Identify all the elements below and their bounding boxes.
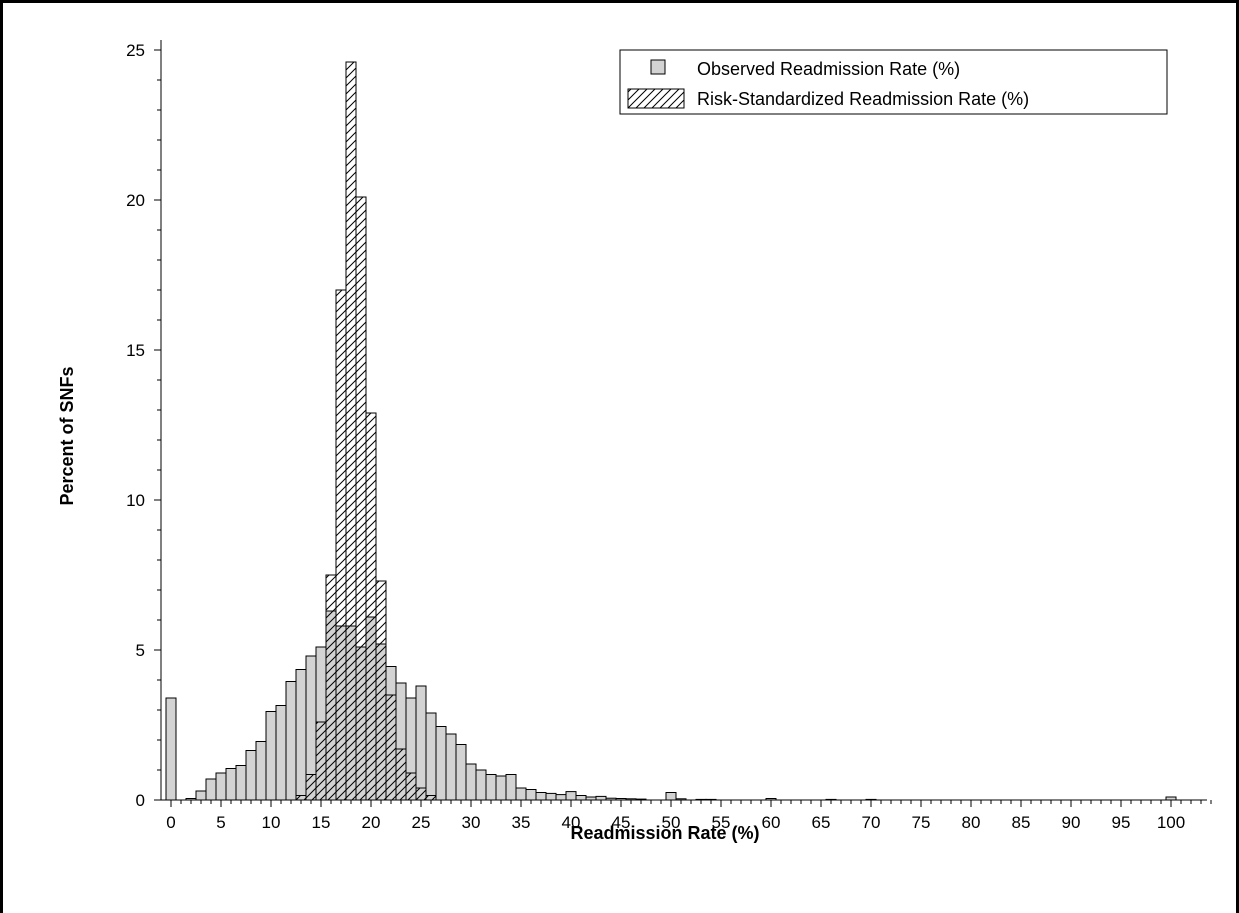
risk-standardized-series	[295, 61, 437, 801]
x-tick-label: 15	[312, 813, 331, 832]
risk-standardized-bar	[355, 196, 367, 801]
legend-swatch-observed	[650, 59, 666, 75]
observed-bar	[565, 791, 577, 801]
y-tick-label: 10	[126, 491, 145, 510]
x-tick-label: 70	[862, 813, 881, 832]
x-tick-label: 5	[216, 813, 225, 832]
observed-bar	[225, 768, 237, 801]
observed-bar	[515, 787, 527, 801]
observed-bar	[475, 769, 487, 801]
observed-bar	[485, 774, 497, 801]
observed-bar	[275, 705, 287, 801]
risk-standardized-bar	[375, 580, 387, 801]
risk-standardized-bar	[405, 772, 417, 801]
x-tick-label: 55	[712, 813, 731, 832]
y-tick-label: 20	[126, 191, 145, 210]
x-tick-label: 60	[762, 813, 781, 832]
x-tick-label: 75	[912, 813, 931, 832]
y-tick-label: 15	[126, 341, 145, 360]
observed-bar	[295, 669, 307, 801]
x-tick-label: 40	[562, 813, 581, 832]
observed-bar	[165, 697, 177, 801]
y-axis-title: Percent of SNFs	[57, 366, 77, 505]
observed-bar	[555, 794, 567, 801]
observed-bar	[425, 712, 437, 801]
risk-standardized-bar	[395, 748, 407, 801]
x-axis-title: Readmission Rate (%)	[570, 823, 759, 843]
legend-label-observed: Observed Readmission Rate (%)	[697, 59, 960, 79]
observed-bar	[525, 789, 537, 801]
y-axis-ticks: 0 5 10 15 20 25	[126, 41, 161, 810]
observed-bar	[465, 763, 477, 801]
observed-bar	[455, 744, 467, 801]
legend-label-risk: Risk-Standardized Readmission Rate (%)	[697, 89, 1029, 109]
x-tick-label: 80	[962, 813, 981, 832]
observed-bar	[535, 792, 547, 801]
risk-standardized-bar	[365, 412, 377, 801]
x-tick-label: 25	[412, 813, 431, 832]
observed-bar	[435, 726, 447, 801]
legend-box	[619, 49, 1168, 115]
risk-standardized-bar	[415, 787, 427, 801]
observed-bar	[215, 772, 227, 801]
x-tick-label: 50	[662, 813, 681, 832]
observed-bar	[545, 792, 557, 801]
observed-bar	[595, 795, 607, 801]
observed-bar	[235, 765, 247, 801]
risk-standardized-bar	[335, 289, 347, 801]
observed-bar	[665, 792, 677, 801]
x-tick-label: 90	[1062, 813, 1081, 832]
observed-bar	[415, 685, 427, 801]
risk-standardized-bar	[295, 795, 307, 801]
risk-standardized-bar	[345, 61, 357, 801]
observed-bar	[445, 733, 457, 801]
legend-swatch-risk	[627, 88, 685, 109]
y-tick-label: 5	[136, 641, 145, 660]
x-tick-label: 65	[812, 813, 831, 832]
x-tick-label: 85	[1012, 813, 1031, 832]
observed-bar	[255, 741, 267, 801]
observed-bar	[265, 711, 277, 801]
observed-bar	[575, 795, 587, 801]
x-axis-ticks: 0 5 10 15 20 25 30 35 40 45 50 55 60 65 70 75 80 85 90 95 10…	[166, 800, 1212, 832]
observed-bar	[495, 775, 507, 801]
observed-bar	[505, 774, 517, 801]
observed-bar	[195, 790, 207, 801]
risk-standardized-bar	[305, 774, 317, 801]
y-tick-label: 0	[136, 791, 145, 810]
x-tick-label: 20	[362, 813, 381, 832]
risk-standardized-bar	[425, 795, 437, 801]
risk-standardized-bar	[315, 721, 327, 801]
observed-bar	[245, 750, 257, 801]
x-tick-label: 10	[262, 813, 281, 832]
x-tick-label: 95	[1112, 813, 1131, 832]
x-tick-label: 35	[512, 813, 531, 832]
observed-bar	[205, 778, 217, 801]
risk-standardized-bar	[325, 574, 337, 801]
x-tick-label: 100	[1157, 813, 1185, 832]
x-tick-label: 45	[612, 813, 631, 832]
risk-standardized-bar	[385, 694, 397, 801]
x-tick-label: 0	[166, 813, 175, 832]
x-tick-label: 30	[462, 813, 481, 832]
observed-bar	[285, 681, 297, 801]
legend: Observed Readmission Rate (%) Risk-Stand…	[619, 49, 1168, 115]
y-tick-label: 25	[126, 41, 145, 60]
